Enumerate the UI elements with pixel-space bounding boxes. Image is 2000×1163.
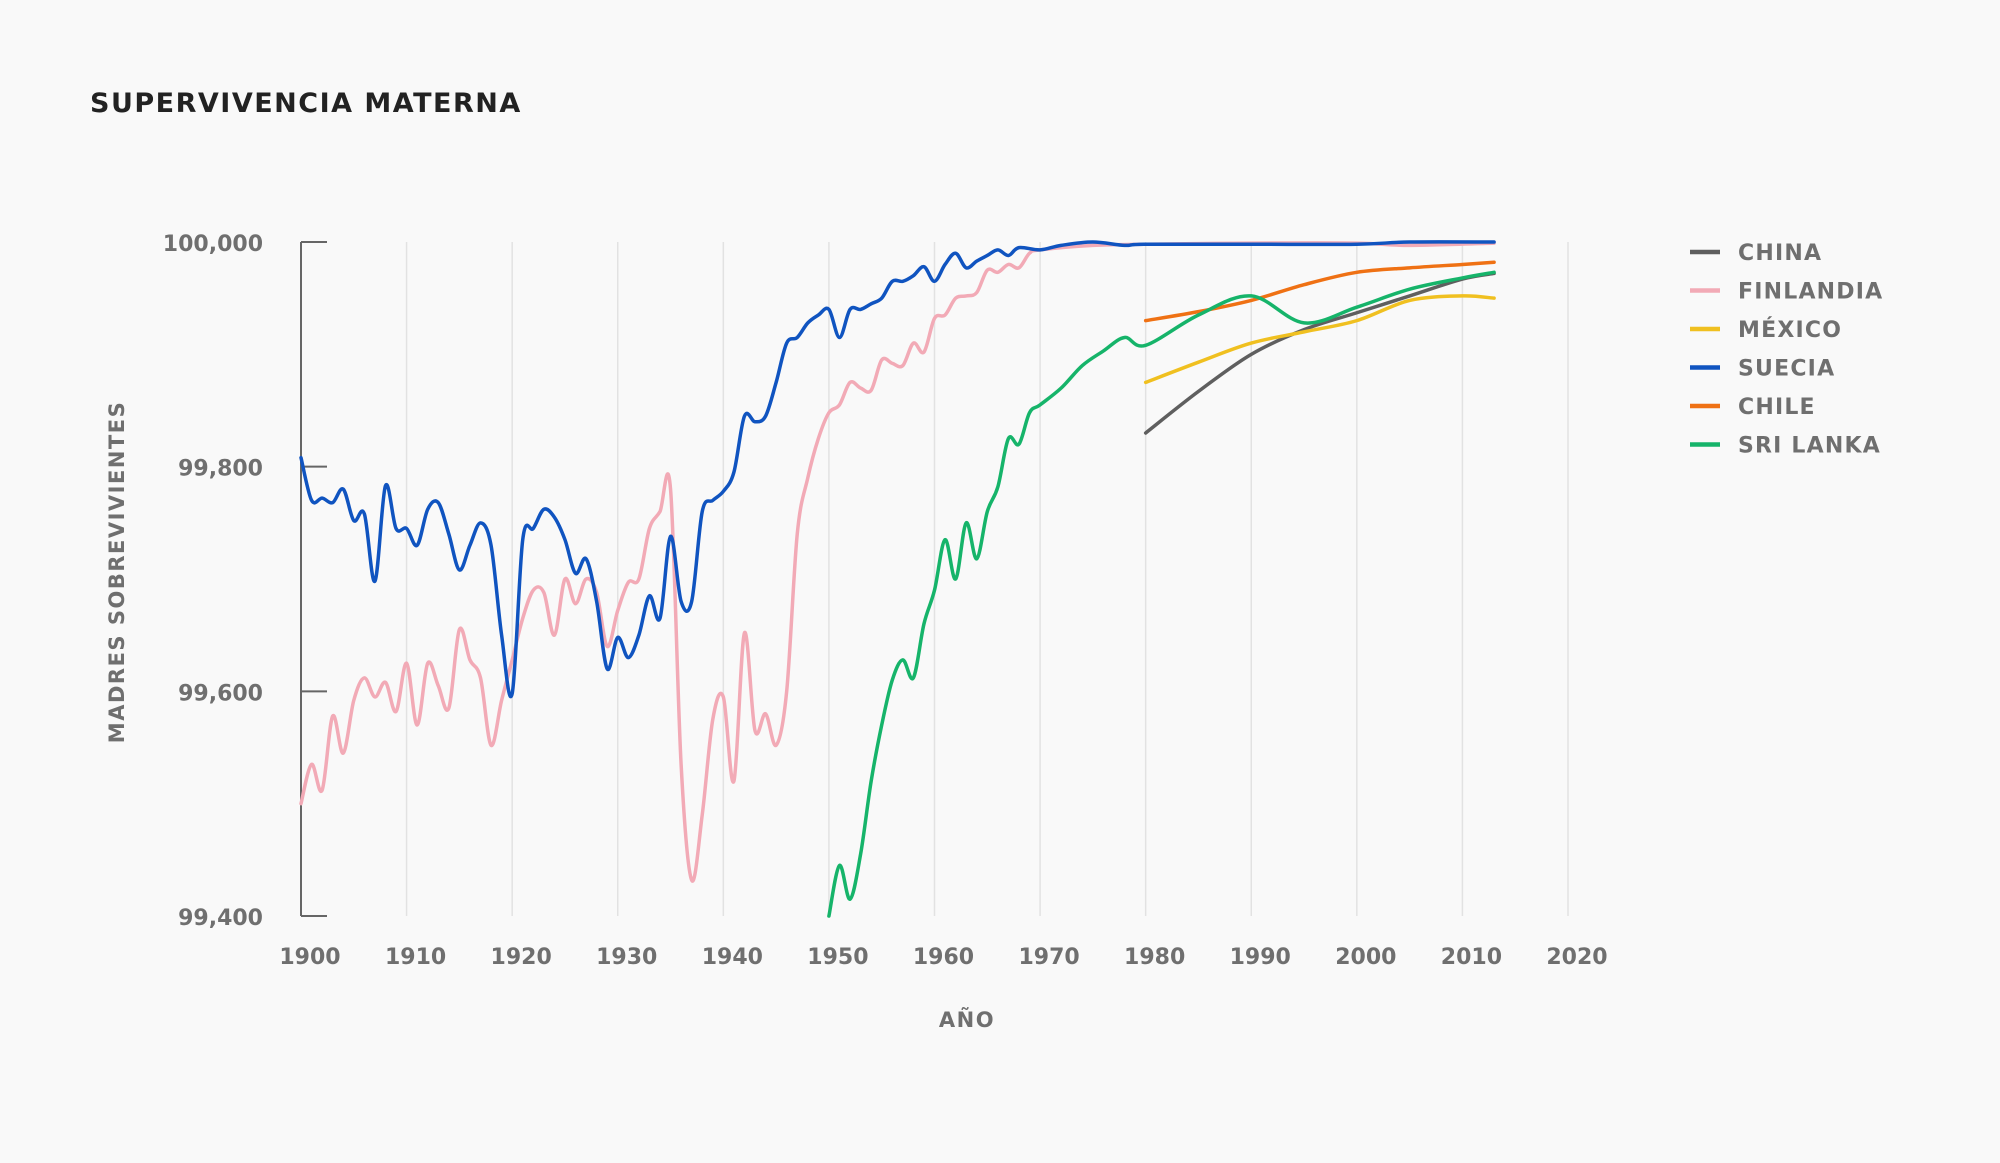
chart-title: SUPERVIVENCIA MATERNA [90,88,522,119]
x-axis-label: AÑO [939,1007,995,1032]
x-tick-label: 2010 [1441,945,1502,970]
series-line-chile [1143,260,1496,323]
x-axis-ticks: 1900 1910 1920 1930 1940 1950 1960 1970 1980 1990… [279,945,1607,970]
y-axis: 99,400 99,600 99,800 100,000 [163,232,327,931]
x-tick-label: 1950 [807,945,868,970]
y-tick-label: 99,600 [178,681,263,706]
legend: CHINA FINLANDIA MÉXICO SUECIA CHILE SRI LANKA [1690,241,1883,459]
x-tick-label: 2020 [1546,945,1607,970]
series-line-suecia [299,240,1496,699]
x-tick-label: 1920 [491,945,552,970]
y-tick-label: 100,000 [163,232,263,257]
x-tick-label: 1960 [913,945,974,970]
x-tick-label: 1980 [1124,945,1185,970]
series-line-sri-lanka [827,270,1496,918]
x-tick-label: 2000 [1335,945,1396,970]
x-tick-label: 1990 [1230,945,1291,970]
legend-label-finlandia: FINLANDIA [1738,280,1883,305]
x-tick-label: 1900 [279,945,340,970]
legend-label-chile: CHILE [1738,395,1816,420]
x-tick-label: 1910 [385,945,446,970]
y-axis-label: MADRES SOBREVIVIENTES [105,401,129,743]
legend-label-sri-lanka: SRI LANKA [1738,434,1881,459]
y-tick-label: 99,800 [178,457,263,482]
x-tick-label: 1930 [596,945,657,970]
legend-label-mexico: MÉXICO [1738,317,1842,343]
vertical-grid [405,242,1569,916]
x-tick-label: 1970 [1018,945,1079,970]
series-line-finlandia [299,241,1496,883]
series-line-mexico [1143,294,1496,385]
series-lines [299,240,1496,918]
legend-label-china: CHINA [1738,241,1822,266]
y-tick-label: 99,400 [178,906,263,931]
legend-label-suecia: SUECIA [1738,357,1835,382]
x-tick-label: 1940 [702,945,763,970]
